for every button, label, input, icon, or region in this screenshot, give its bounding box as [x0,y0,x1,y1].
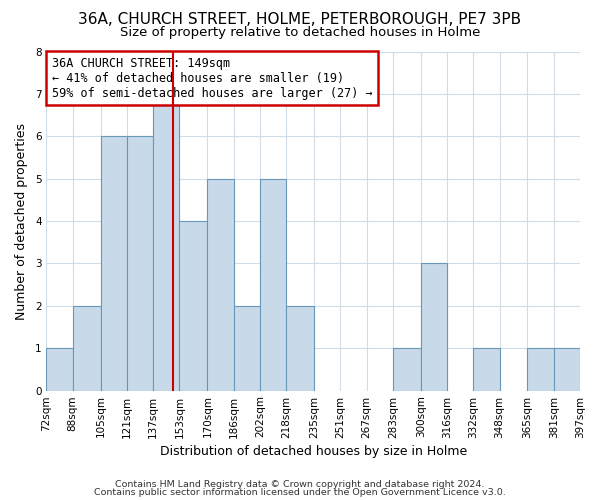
Bar [286,306,314,390]
Text: Size of property relative to detached houses in Holme: Size of property relative to detached ho… [120,26,480,39]
Text: 36A CHURCH STREET: 149sqm
← 41% of detached houses are smaller (19)
59% of semi-: 36A CHURCH STREET: 149sqm ← 41% of detac… [52,56,373,100]
Bar [421,264,447,390]
Bar [73,306,101,390]
Bar [393,348,421,391]
Bar [473,348,500,391]
Y-axis label: Number of detached properties: Number of detached properties [15,122,28,320]
Bar [527,348,554,391]
Text: Contains public sector information licensed under the Open Government Licence v3: Contains public sector information licen… [94,488,506,497]
Text: 36A, CHURCH STREET, HOLME, PETERBOROUGH, PE7 3PB: 36A, CHURCH STREET, HOLME, PETERBOROUGH,… [79,12,521,28]
Text: Contains HM Land Registry data © Crown copyright and database right 2024.: Contains HM Land Registry data © Crown c… [115,480,485,489]
Bar [101,136,127,390]
Bar [153,94,179,390]
Bar [260,178,286,390]
Bar [233,306,260,390]
Bar [46,348,73,391]
Bar [179,221,208,390]
Bar [127,136,153,390]
X-axis label: Distribution of detached houses by size in Holme: Distribution of detached houses by size … [160,444,467,458]
Bar [554,348,580,391]
Bar [208,178,233,390]
